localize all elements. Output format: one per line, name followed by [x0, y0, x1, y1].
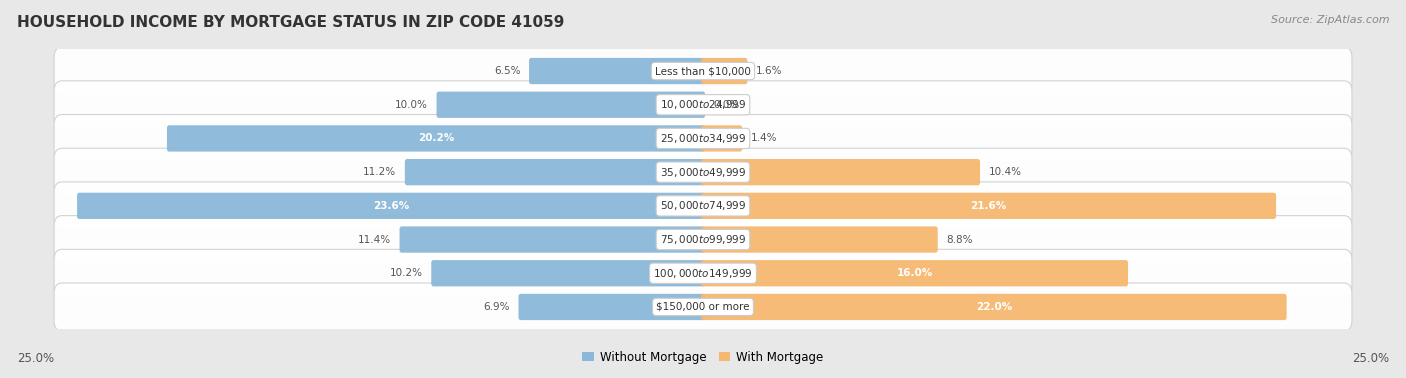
FancyBboxPatch shape [53, 115, 1353, 163]
Text: 10.4%: 10.4% [988, 167, 1022, 177]
FancyBboxPatch shape [529, 58, 706, 84]
Text: 1.6%: 1.6% [756, 66, 782, 76]
Text: 21.6%: 21.6% [970, 201, 1007, 211]
FancyBboxPatch shape [700, 58, 748, 84]
FancyBboxPatch shape [53, 249, 1353, 297]
FancyBboxPatch shape [700, 226, 938, 253]
FancyBboxPatch shape [519, 294, 706, 320]
Text: 10.0%: 10.0% [395, 100, 427, 110]
Text: 25.0%: 25.0% [17, 352, 53, 365]
FancyBboxPatch shape [700, 260, 1128, 287]
Text: 23.6%: 23.6% [373, 201, 409, 211]
Text: $10,000 to $24,999: $10,000 to $24,999 [659, 98, 747, 111]
Text: $25,000 to $34,999: $25,000 to $34,999 [659, 132, 747, 145]
Text: 20.2%: 20.2% [418, 133, 454, 143]
FancyBboxPatch shape [700, 125, 742, 152]
Text: 10.2%: 10.2% [389, 268, 423, 278]
FancyBboxPatch shape [53, 148, 1353, 196]
Text: 1.4%: 1.4% [751, 133, 778, 143]
Legend: Without Mortgage, With Mortgage: Without Mortgage, With Mortgage [578, 346, 828, 368]
FancyBboxPatch shape [700, 294, 1286, 320]
FancyBboxPatch shape [167, 125, 706, 152]
Text: $35,000 to $49,999: $35,000 to $49,999 [659, 166, 747, 179]
Text: $100,000 to $149,999: $100,000 to $149,999 [654, 267, 752, 280]
FancyBboxPatch shape [53, 47, 1353, 95]
FancyBboxPatch shape [53, 215, 1353, 263]
FancyBboxPatch shape [399, 226, 706, 253]
Text: $150,000 or more: $150,000 or more [657, 302, 749, 312]
FancyBboxPatch shape [700, 193, 1277, 219]
Text: $50,000 to $74,999: $50,000 to $74,999 [659, 199, 747, 212]
Text: 16.0%: 16.0% [897, 268, 932, 278]
Text: 11.4%: 11.4% [359, 235, 391, 245]
Text: 11.2%: 11.2% [363, 167, 396, 177]
Text: Source: ZipAtlas.com: Source: ZipAtlas.com [1271, 15, 1389, 25]
FancyBboxPatch shape [432, 260, 706, 287]
Text: 6.5%: 6.5% [494, 66, 520, 76]
FancyBboxPatch shape [53, 283, 1353, 331]
FancyBboxPatch shape [700, 159, 980, 185]
FancyBboxPatch shape [436, 91, 706, 118]
Text: 8.8%: 8.8% [946, 235, 973, 245]
Text: 0.0%: 0.0% [714, 100, 740, 110]
Text: Less than $10,000: Less than $10,000 [655, 66, 751, 76]
Text: HOUSEHOLD INCOME BY MORTGAGE STATUS IN ZIP CODE 41059: HOUSEHOLD INCOME BY MORTGAGE STATUS IN Z… [17, 15, 564, 30]
Text: 25.0%: 25.0% [1353, 352, 1389, 365]
Text: $75,000 to $99,999: $75,000 to $99,999 [659, 233, 747, 246]
FancyBboxPatch shape [53, 81, 1353, 129]
Text: 22.0%: 22.0% [976, 302, 1012, 312]
Text: 6.9%: 6.9% [484, 302, 510, 312]
FancyBboxPatch shape [53, 182, 1353, 230]
FancyBboxPatch shape [77, 193, 706, 219]
FancyBboxPatch shape [405, 159, 706, 185]
